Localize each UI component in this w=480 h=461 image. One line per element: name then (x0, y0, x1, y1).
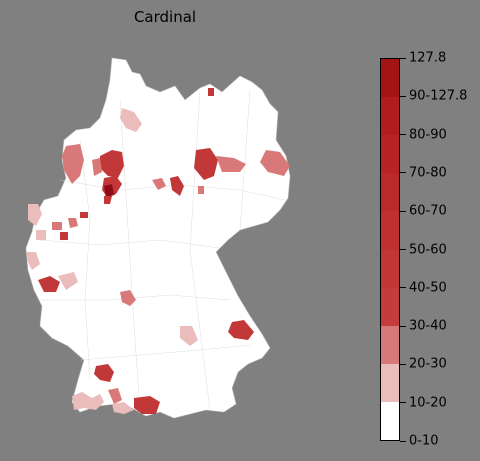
district-cloppenburg (92, 158, 102, 176)
district-oldenburg (100, 150, 124, 178)
legend-tick-label: 70-80 (409, 165, 447, 181)
legend-tick-label: 127.8 (409, 50, 447, 66)
district-hochsauerland (80, 212, 88, 218)
legend-tick-label: 80-90 (409, 127, 447, 143)
legend-tick-mark (400, 363, 406, 365)
district-freiburg (72, 392, 104, 410)
germany-choropleth-map (25, 57, 291, 419)
district-braunschweig (170, 176, 184, 196)
legend-color-segment (381, 173, 399, 212)
legend-tick-label: 90-127.8 (409, 88, 468, 104)
legend-color-segment (381, 325, 399, 364)
legend-color-segment (381, 363, 399, 402)
district-oder-spree (260, 150, 290, 176)
map-title: Cardinal (133, 8, 197, 26)
legend-tick-label: 30-40 (409, 318, 447, 334)
district-regensburg (228, 320, 254, 340)
district-osnabrueck-south (104, 196, 112, 204)
district-unna (68, 218, 78, 228)
legend-color-segment (381, 249, 399, 288)
district-frankfurt (120, 290, 136, 306)
district-hamburg-area (120, 108, 142, 132)
district-hannover-east (152, 178, 166, 190)
legend-color-segment (381, 59, 399, 98)
district-cochem (58, 272, 78, 290)
legend-tick-label: 10-20 (409, 395, 447, 411)
legend-tick-mark (400, 402, 406, 404)
district-stendal-east (216, 156, 246, 172)
legend-color-segment (381, 135, 399, 174)
district-aachen (26, 252, 40, 270)
legend-tick-label: 50-60 (409, 242, 447, 257)
district-darkest (104, 184, 114, 198)
legend-color-segment (381, 401, 399, 440)
district-magdeburg-south (198, 186, 204, 194)
district-rostock-area (208, 88, 214, 96)
legend-tick-label: 20-30 (409, 356, 447, 372)
district-emsland (62, 144, 84, 184)
legend-color-segment (381, 287, 399, 326)
district-kleve (28, 204, 42, 226)
legend-color-segment (381, 97, 399, 136)
legend-tick-label: 60-70 (409, 203, 447, 219)
legend-tick-label: 0-10 (409, 433, 439, 449)
legend-tick-mark (400, 249, 406, 250)
legend-tick-mark (400, 134, 406, 136)
district-highlights (26, 88, 290, 414)
district-stuttgart (94, 364, 114, 382)
district-borders (39, 89, 286, 411)
legend-tick-mark (400, 210, 406, 212)
district-wesel (52, 222, 62, 230)
district-stendal (194, 148, 218, 180)
legend-colorbar (380, 58, 400, 441)
district-siegen (60, 232, 68, 240)
district-bitburg (38, 276, 60, 292)
legend-color-segment (381, 211, 399, 250)
district-donau-ries (180, 326, 198, 346)
district-bodensee (112, 402, 134, 414)
legend-tick-mark (400, 172, 406, 174)
district-konstanz (108, 388, 122, 404)
legend-tick-mark (400, 95, 406, 97)
legend-tick-mark (400, 440, 406, 442)
district-ravensburg (134, 396, 160, 414)
legend-tick-mark (400, 287, 406, 289)
legend-tick-mark (400, 325, 406, 327)
legend-tick-label: 40-50 (409, 280, 447, 296)
district-cologne (36, 230, 46, 240)
legend-tick-mark (400, 57, 406, 59)
